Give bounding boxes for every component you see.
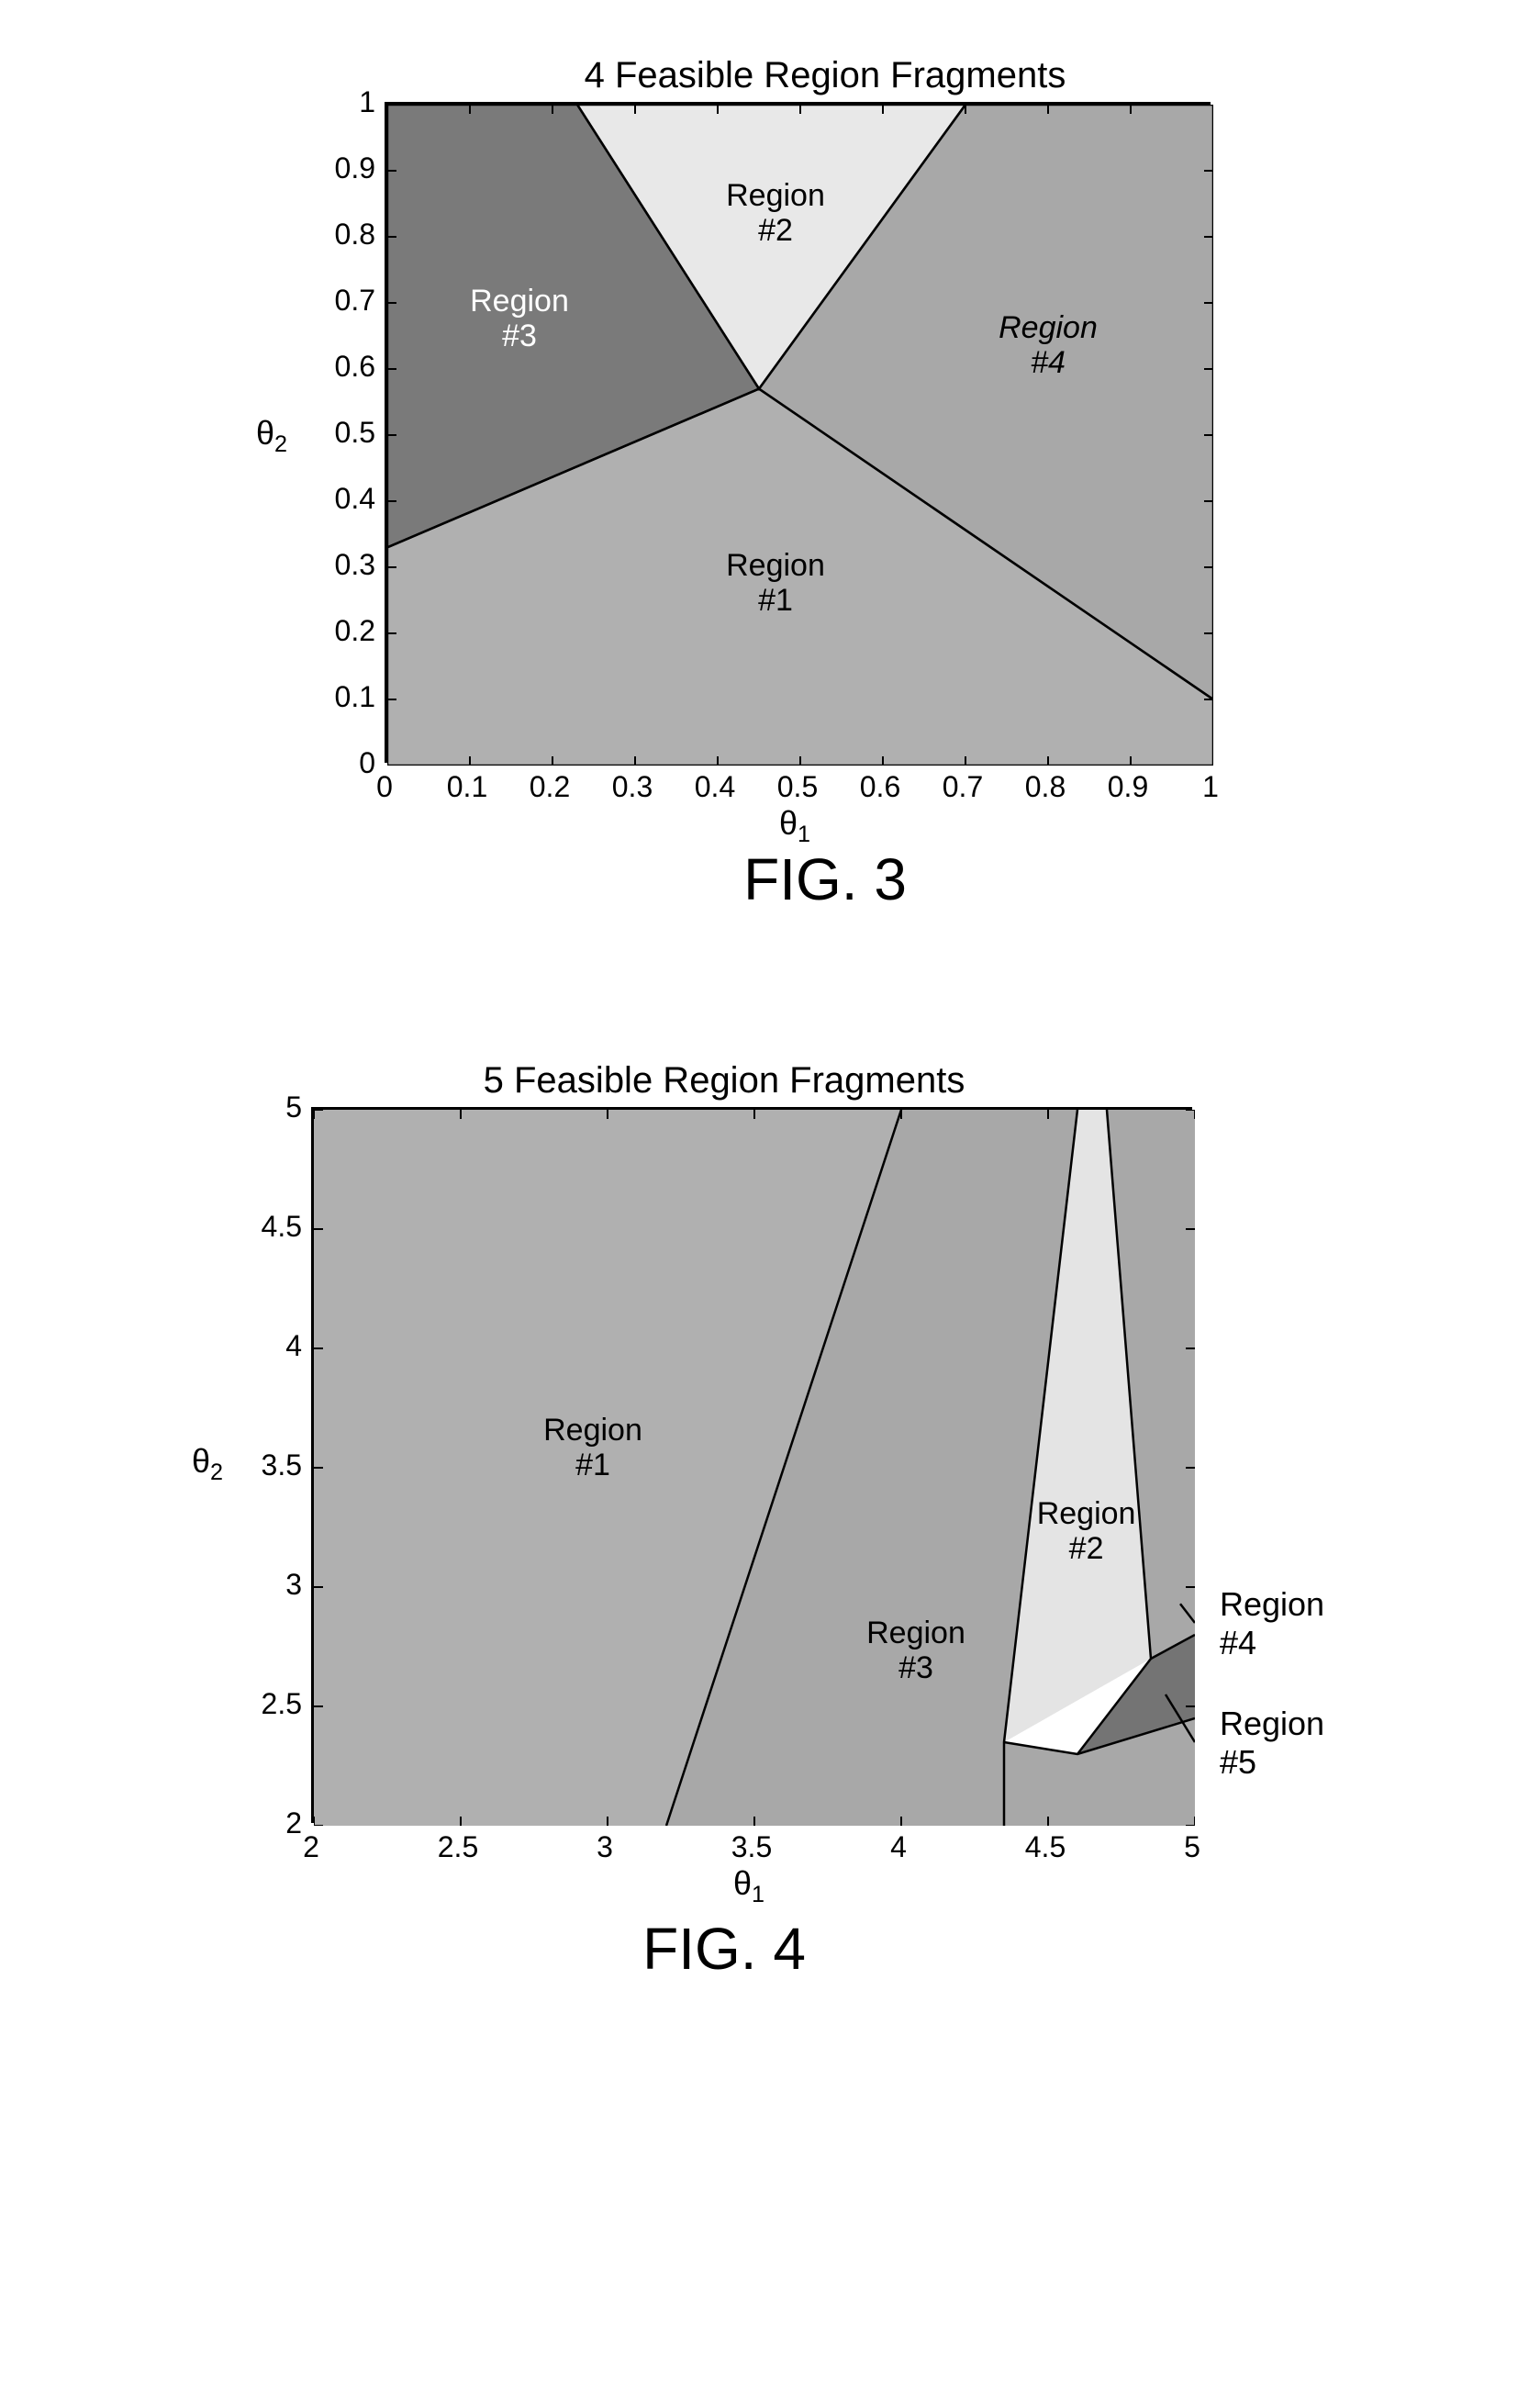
ytick-label: 3.5 [238,1448,302,1482]
xtick-label: 0.5 [765,770,830,804]
ytick-label: 0.3 [311,548,375,582]
outside-region-label: Region#4 [1220,1585,1324,1662]
fig4-plot-svg: Region#1Region#3Region#2 [314,1110,1195,1826]
fig3-title: 4 Feasible Region Fragments [293,55,1357,96]
ytick-label: 0.7 [311,284,375,318]
fig4-caption: FIG. 4 [238,1915,1211,1983]
xtick-label: 0 [352,770,417,804]
fig4-plot-panel: Region#1Region#3Region#2 [311,1107,1192,1823]
ytick-label: 5 [238,1090,302,1124]
xtick-label: 3 [573,1830,637,1864]
xtick-label: 4 [866,1830,931,1864]
xtick-label: 0.3 [600,770,664,804]
xtick-label: 0.2 [518,770,582,804]
xtick-label: 0.9 [1096,770,1160,804]
ytick-label: 4.5 [238,1210,302,1244]
fig3-caption: FIG. 3 [293,845,1357,913]
ytick-label: 0.4 [311,482,375,516]
xtick-label: 2.5 [426,1830,490,1864]
outside-region-label: Region#5 [1220,1705,1324,1782]
xtick-label: 3.5 [720,1830,784,1864]
ytick-label: 0.5 [311,416,375,450]
page-root: 4 Feasible Region Fragments 0 0.1 0.2 0.3 0.… [0,0,1540,2393]
figure-3: 4 Feasible Region Fragments 0 0.1 0.2 0.3 0.… [183,55,1357,913]
ytick-label: 0.6 [311,350,375,384]
ytick-label: 0.9 [311,151,375,185]
xtick-label: 0.6 [848,770,912,804]
xtick-label: 0.4 [683,770,747,804]
fig3-xaxis-label: θ1 [779,804,810,848]
fig3-yaxis-label: θ2 [256,414,287,458]
ytick-label: 1 [311,85,375,119]
xtick-label: 2 [279,1830,343,1864]
xtick-label: 4.5 [1013,1830,1077,1864]
ytick-label: 0.8 [311,218,375,252]
ytick-label: 0.2 [311,614,375,648]
xtick-label: 1 [1178,770,1243,804]
xtick-label: 5 [1160,1830,1224,1864]
ytick-label: 4 [238,1329,302,1363]
ytick-label: 3 [238,1568,302,1602]
xtick-label: 0.8 [1013,770,1077,804]
fig3-plot-svg: Region#1Region#2Region#3Region#4 [387,105,1213,766]
xtick-label: 0.7 [931,770,995,804]
fig3-plot-panel: Region#1Region#2Region#3Region#4 [385,102,1211,763]
fig4-yaxis-label: θ2 [192,1442,223,1486]
figure-4: 5 Feasible Region Fragments 2 2.5 3 3.5 4 4.5… [128,1060,1412,1983]
fig4-title: 5 Feasible Region Fragments [238,1060,1211,1101]
fig4-xaxis-label: θ1 [733,1864,764,1908]
ytick-label: 0.1 [311,680,375,714]
xtick-label: 0.1 [435,770,499,804]
ytick-label: 2.5 [238,1687,302,1721]
